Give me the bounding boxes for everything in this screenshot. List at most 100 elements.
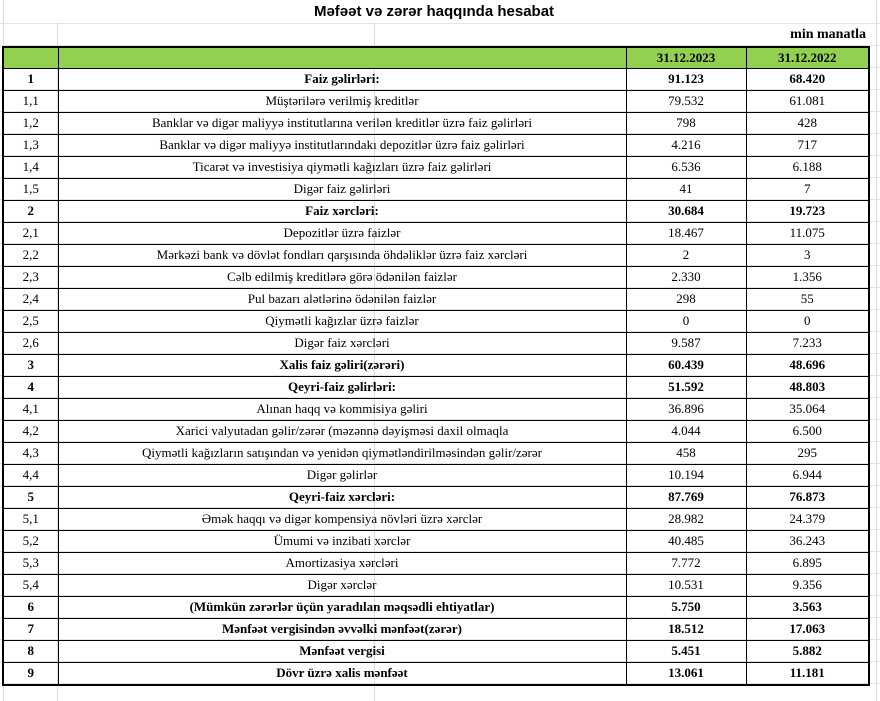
value-2023[interactable]: 91.123 [625, 68, 747, 91]
value-2023[interactable]: 28.982 [625, 508, 747, 531]
value-2023[interactable]: 10.194 [625, 464, 747, 487]
value-2023[interactable]: 18.512 [625, 618, 747, 641]
value-2022[interactable]: 3 [745, 244, 870, 267]
value-2023[interactable]: 5.451 [625, 640, 747, 663]
value-2023[interactable]: 5.750 [625, 596, 747, 619]
row-number[interactable]: 2,4 [2, 288, 59, 311]
row-label[interactable]: Ümumi və inzibati xərclər [57, 530, 627, 553]
row-number[interactable]: 4,3 [2, 442, 59, 465]
row-label[interactable]: Digər gəlirlər [57, 464, 627, 487]
value-2022[interactable]: 3.563 [745, 596, 870, 619]
row-label[interactable]: Xarici valyutadan gəlir/zərər (məzənnə d… [57, 420, 627, 443]
row-label[interactable]: Digər faiz xərcləri [57, 332, 627, 355]
value-2022[interactable]: 6.895 [745, 552, 870, 575]
row-label[interactable]: Mənfəət vergisindən əvvəlki mənfəət(zərə… [57, 618, 627, 641]
value-2022[interactable]: 428 [745, 112, 870, 135]
value-2023[interactable]: 2.330 [625, 266, 747, 289]
row-number[interactable]: 2,3 [2, 266, 59, 289]
row-number[interactable]: 2,1 [2, 222, 59, 245]
value-2023[interactable]: 0 [625, 310, 747, 333]
row-number[interactable]: 4,2 [2, 420, 59, 443]
row-label[interactable]: Xalis faiz gəliri(zərəri) [57, 354, 627, 377]
value-2022[interactable]: 48.803 [745, 376, 870, 399]
row-number[interactable]: 2,6 [2, 332, 59, 355]
value-2023[interactable]: 2 [625, 244, 747, 267]
row-label[interactable]: Qiymətli kağızlar üzrə faizlər [57, 310, 627, 333]
value-2022[interactable]: 717 [745, 134, 870, 157]
row-number[interactable]: 1,4 [2, 156, 59, 179]
value-2023[interactable]: 36.896 [625, 398, 747, 421]
row-label[interactable]: Amortizasiya xərcləri [57, 552, 627, 575]
value-2023[interactable]: 298 [625, 288, 747, 311]
value-2022[interactable]: 76.873 [745, 486, 870, 509]
row-label[interactable]: Müştərilərə verilmiş kreditlər [57, 90, 627, 113]
row-number[interactable]: 7 [2, 618, 59, 641]
row-label[interactable]: Əmək haqqı və digər kompensiya növləri ü… [57, 508, 627, 531]
row-label[interactable]: Mənfəət vergisi [57, 640, 627, 663]
value-2022[interactable]: 55 [745, 288, 870, 311]
value-2023[interactable]: 4.216 [625, 134, 747, 157]
value-2023[interactable]: 6.536 [625, 156, 747, 179]
row-label[interactable]: Faiz xərcləri: [57, 200, 627, 223]
row-number[interactable]: 1,2 [2, 112, 59, 135]
row-label[interactable]: Qiymətli kağızların satışından və yenidə… [57, 442, 627, 465]
row-number[interactable]: 5 [2, 486, 59, 509]
row-number[interactable]: 6 [2, 596, 59, 619]
row-number[interactable]: 4,4 [2, 464, 59, 487]
col-header-2022[interactable]: 31.12.2022 [745, 46, 870, 69]
value-2023[interactable]: 79.532 [625, 90, 747, 113]
value-2023[interactable]: 9.587 [625, 332, 747, 355]
row-label[interactable]: Qeyri-faiz xərcləri: [57, 486, 627, 509]
value-2022[interactable]: 61.081 [745, 90, 870, 113]
row-label[interactable]: Ticarət və investisiya qiymətli kağızlar… [57, 156, 627, 179]
value-2023[interactable]: 458 [625, 442, 747, 465]
value-2022[interactable]: 7.233 [745, 332, 870, 355]
corner-cell[interactable] [2, 46, 59, 69]
row-number[interactable]: 3 [2, 354, 59, 377]
value-2022[interactable]: 11.181 [745, 662, 870, 686]
value-2023[interactable]: 10.531 [625, 574, 747, 597]
row-label[interactable]: Digər faiz gəlirləri [57, 178, 627, 201]
row-label[interactable]: Alınan haqq və kommisiya gəliri [57, 398, 627, 421]
value-2023[interactable]: 30.684 [625, 200, 747, 223]
value-2022[interactable]: 7 [745, 178, 870, 201]
value-2022[interactable]: 1.356 [745, 266, 870, 289]
value-2022[interactable]: 19.723 [745, 200, 870, 223]
value-2023[interactable]: 60.439 [625, 354, 747, 377]
row-label[interactable]: Mərkəzi bank və dövlət fondları qarşısın… [57, 244, 627, 267]
value-2022[interactable]: 5.882 [745, 640, 870, 663]
row-label[interactable]: Depozitlər üzrə faizlər [57, 222, 627, 245]
row-label[interactable]: Banklar və digər maliyyə institutlarına … [57, 112, 627, 135]
row-label[interactable]: Dövr üzrə xalis mənfəət [57, 662, 627, 686]
row-label[interactable]: (Mümkün zərərlər üçün yaradılan məqsədli… [57, 596, 627, 619]
row-label[interactable]: Cəlb edilmiş kreditlərə görə ödənilən fa… [57, 266, 627, 289]
value-2023[interactable]: 4.044 [625, 420, 747, 443]
row-label[interactable]: Digər xərclər [57, 574, 627, 597]
value-2023[interactable]: 87.769 [625, 486, 747, 509]
col-header-2023[interactable]: 31.12.2023 [625, 46, 747, 69]
row-label[interactable]: Pul bazarı alətlərinə ödənilən faizlər [57, 288, 627, 311]
value-2022[interactable]: 6.944 [745, 464, 870, 487]
value-2023[interactable]: 7.772 [625, 552, 747, 575]
description-header-cell[interactable] [57, 46, 627, 69]
value-2023[interactable]: 798 [625, 112, 747, 135]
value-2022[interactable]: 6.188 [745, 156, 870, 179]
row-number[interactable]: 5,4 [2, 574, 59, 597]
row-number[interactable]: 4,1 [2, 398, 59, 421]
value-2022[interactable]: 295 [745, 442, 870, 465]
value-2022[interactable]: 6.500 [745, 420, 870, 443]
value-2023[interactable]: 40.485 [625, 530, 747, 553]
value-2022[interactable]: 9.356 [745, 574, 870, 597]
row-number[interactable]: 1 [2, 68, 59, 91]
value-2022[interactable]: 35.064 [745, 398, 870, 421]
row-number[interactable]: 5,2 [2, 530, 59, 553]
row-label[interactable]: Qeyri-faiz gəlirləri: [57, 376, 627, 399]
value-2022[interactable]: 0 [745, 310, 870, 333]
value-2022[interactable]: 36.243 [745, 530, 870, 553]
row-number[interactable]: 2 [2, 200, 59, 223]
value-2022[interactable]: 68.420 [745, 68, 870, 91]
value-2022[interactable]: 11.075 [745, 222, 870, 245]
row-label[interactable]: Banklar və digər maliyyə institutlarında… [57, 134, 627, 157]
value-2023[interactable]: 18.467 [625, 222, 747, 245]
row-number[interactable]: 8 [2, 640, 59, 663]
